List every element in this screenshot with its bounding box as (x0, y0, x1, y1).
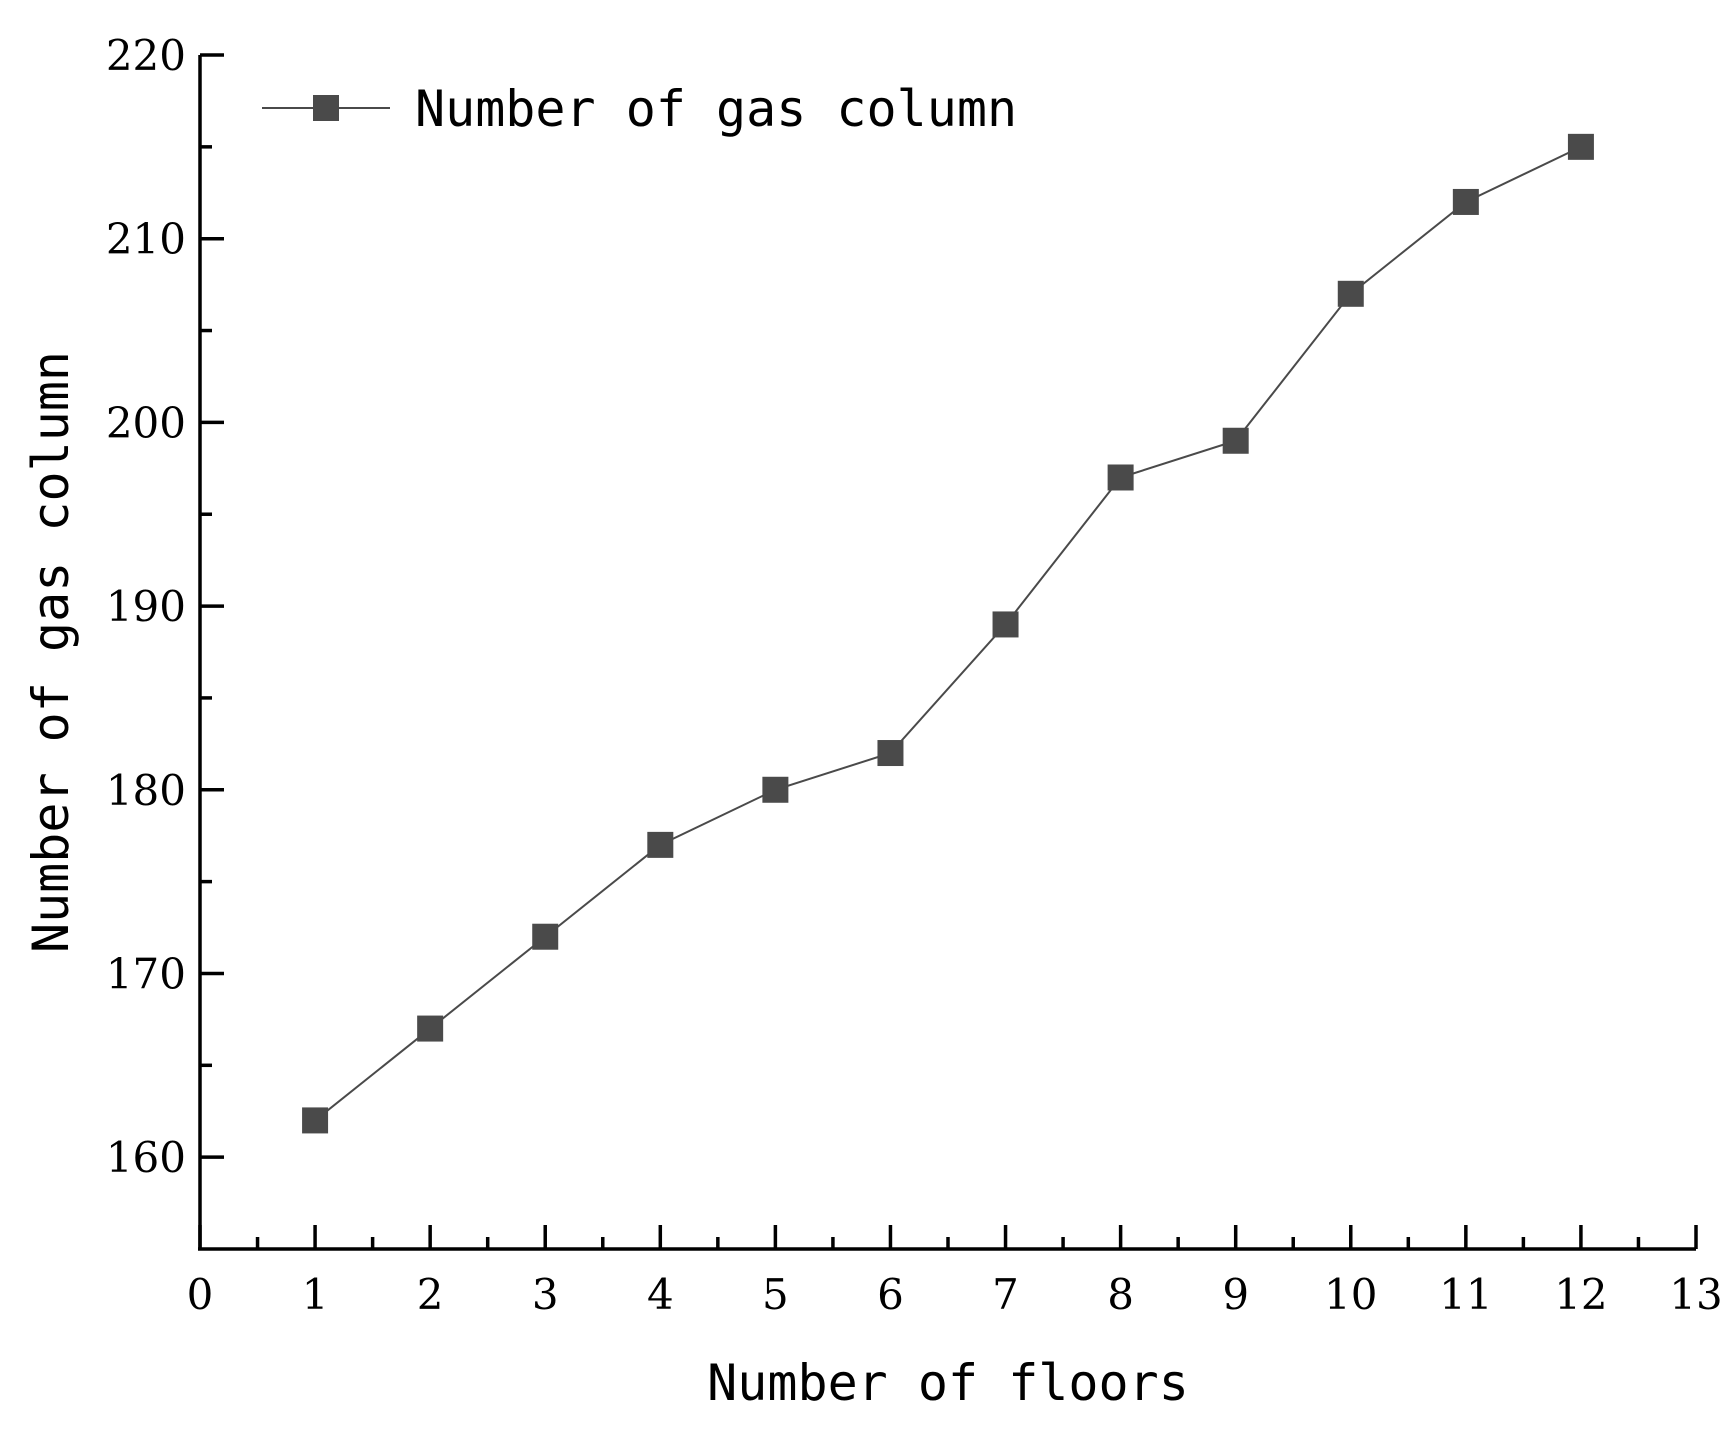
x-axis-title: Number of floors (707, 1354, 1189, 1412)
x-tick-label: 5 (762, 1270, 789, 1319)
data-point-marker (1107, 464, 1134, 491)
x-tick-label: 8 (1107, 1270, 1134, 1319)
legend: Number of gas column (262, 80, 1017, 138)
y-tick-label: 200 (106, 398, 186, 447)
y-tick-label: 220 (106, 31, 186, 80)
x-tick-label: 9 (1222, 1270, 1249, 1319)
legend-label: Number of gas column (415, 80, 1017, 138)
data-point-marker (762, 776, 789, 803)
y-tick-label: 180 (106, 766, 186, 815)
y-axis-ticks: 160 170 180 190 200 210 220 (106, 31, 224, 1182)
data-point-marker (1337, 280, 1364, 307)
x-tick-label: 10 (1324, 1270, 1377, 1319)
axes (198, 55, 1696, 1251)
y-tick-label: 190 (106, 582, 186, 631)
y-axis-title: Number of gas column (22, 351, 80, 953)
x-tick-label: 7 (992, 1270, 1019, 1319)
y-tick-label: 160 (106, 1133, 186, 1182)
y-tick-label: 170 (106, 949, 186, 998)
x-tick-label: 3 (532, 1270, 559, 1319)
x-tick-label: 6 (877, 1270, 904, 1319)
x-tick-label: 0 (187, 1270, 214, 1319)
data-point-marker (647, 831, 674, 858)
data-point-marker (992, 611, 1019, 638)
data-point-marker (532, 923, 559, 950)
data-point-marker (1452, 188, 1479, 215)
data-point-marker (877, 740, 904, 767)
legend-marker-square (313, 95, 339, 121)
x-tick-label: 1 (302, 1270, 329, 1319)
x-tick-label: 12 (1554, 1270, 1607, 1319)
y-tick-label: 210 (106, 215, 186, 264)
x-axis-ticks: 0 1 2 3 4 5 6 7 8 9 10 11 12 13 (187, 1225, 1723, 1319)
plot-area (302, 133, 1594, 1134)
data-point-marker (1222, 427, 1249, 454)
x-tick-label: 11 (1439, 1270, 1492, 1319)
x-tick-label: 4 (647, 1270, 674, 1319)
x-tick-label: 2 (417, 1270, 444, 1319)
data-point-marker (417, 1015, 444, 1042)
data-point-marker (302, 1107, 329, 1134)
data-point-marker (1567, 133, 1594, 160)
series-line (314, 145, 1582, 1122)
x-tick-label: 13 (1669, 1270, 1722, 1319)
